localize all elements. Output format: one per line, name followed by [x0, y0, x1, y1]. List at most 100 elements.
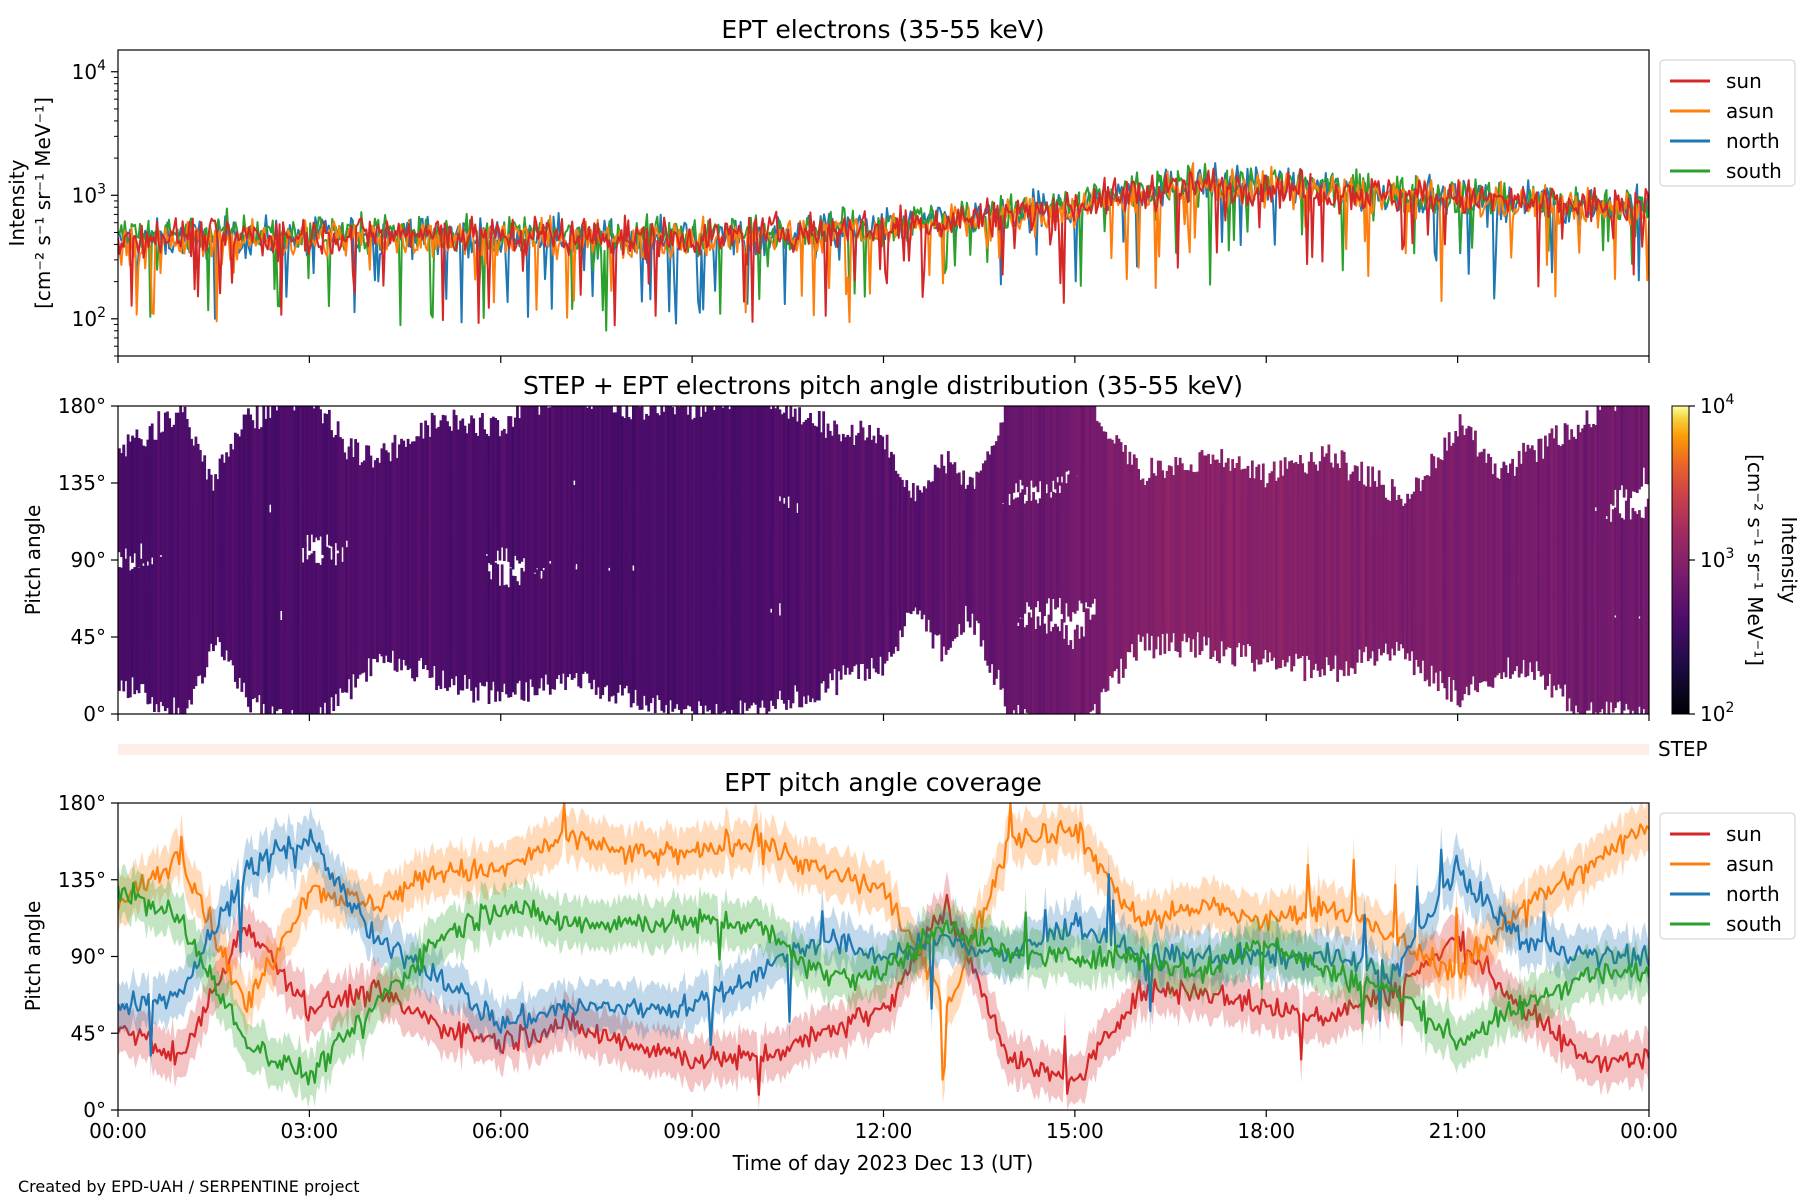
pad-cell: [940, 539, 944, 662]
pad-cell: [559, 406, 563, 490]
pad-cell: [1327, 526, 1331, 626]
pad-cell: [708, 479, 712, 573]
pad-cell: [1506, 482, 1510, 575]
pad-cell: [253, 428, 257, 511]
pad-cell: [634, 406, 637, 521]
pad-cell: [422, 572, 425, 670]
pad-cell: [1200, 450, 1204, 568]
pad-cell: [461, 418, 465, 531]
pad-cell: [1622, 533, 1626, 621]
pad-cell: [1364, 545, 1368, 628]
pad-cell: [820, 432, 823, 518]
pad-cell: [553, 406, 557, 510]
pad-cell: [1075, 509, 1079, 611]
pad-cell: [1242, 514, 1245, 596]
pad-cell: [437, 489, 441, 595]
pad-cell: [155, 548, 158, 654]
pad-cell: [257, 524, 261, 648]
pad-cell: [120, 567, 123, 654]
pad-cell: [599, 567, 602, 656]
pad-cell: [680, 467, 683, 585]
pad-cell: [439, 497, 443, 585]
pad-cell: [647, 415, 651, 499]
x-tick-label: 18:00: [1237, 1119, 1295, 1143]
pad-cell: [1537, 557, 1541, 648]
pad-cell: [553, 465, 557, 581]
pad-cell: [415, 436, 419, 535]
pad-cell: [321, 605, 325, 714]
pad-cell: [610, 406, 613, 506]
pad-cell: [120, 453, 123, 534]
pad-cell: [1025, 625, 1029, 713]
pad-cell: [806, 588, 810, 696]
pad-cell: [815, 510, 819, 639]
coverage-x-ticks: 00:00 03:00 06:00 09:00 12:00 15:00 18:00 21:00…: [89, 1110, 1678, 1143]
pad-cell: [1456, 436, 1460, 513]
pad-cell: [310, 635, 314, 714]
pad-cell: [809, 579, 812, 703]
pad-cell: [1095, 502, 1099, 618]
pad-cell: [684, 612, 688, 709]
pad-cell: [1594, 425, 1598, 508]
pad-cell: [802, 590, 806, 697]
pad-cell: [1509, 556, 1512, 679]
pad-cell: [798, 507, 801, 614]
pad-cell: [1452, 442, 1455, 520]
pad-cell: [579, 406, 583, 489]
pad-cell: [288, 484, 292, 573]
pad-cell: [966, 492, 970, 581]
pad-cell: [701, 406, 705, 503]
y-tick-label: 135°: [58, 868, 106, 892]
pad-cell: [1434, 513, 1438, 618]
pad-cell: [828, 592, 832, 674]
pad-cell: [607, 406, 611, 512]
pad-cell: [1480, 583, 1484, 683]
pad-cell: [312, 550, 316, 670]
pad-cell: [417, 519, 421, 606]
pad-cell: [531, 406, 535, 518]
pad-cell: [1209, 464, 1213, 558]
pad-cell: [1272, 490, 1276, 604]
pad-cell: [1544, 537, 1547, 660]
pad-cell: [502, 458, 506, 561]
pad-cell: [960, 484, 963, 582]
pad-cell: [271, 406, 274, 517]
pad-cell: [1205, 515, 1208, 635]
pad-cell: [542, 570, 546, 664]
pad-cell: [1071, 406, 1075, 495]
pad-cell: [1014, 497, 1018, 623]
pad-cell: [769, 473, 773, 603]
pad-cell: [1528, 559, 1532, 655]
pad-cell: [745, 406, 749, 492]
pad-cell: [715, 621, 718, 704]
pad-cell: [704, 483, 707, 568]
pad-cell: [767, 406, 771, 499]
pad-cell: [1305, 523, 1309, 607]
pad-cell: [1060, 406, 1064, 477]
pad-cell: [771, 605, 775, 706]
pad-cell: [1522, 496, 1525, 590]
x-tick-label: 15:00: [1046, 1119, 1104, 1143]
pad-cell: [1449, 445, 1453, 525]
pad-cell: [1592, 424, 1595, 513]
pad-cell: [437, 571, 441, 686]
pad-cell: [1285, 500, 1289, 608]
pad-cell: [279, 406, 283, 519]
pad-cell: [192, 497, 196, 598]
pad-cell: [839, 512, 843, 642]
pad-cell: [1176, 465, 1180, 566]
pad-cell: [995, 494, 998, 610]
pad-cell: [1100, 511, 1103, 609]
pad-cell: [1185, 517, 1189, 629]
pad-cell: [452, 494, 456, 574]
pad-cell: [271, 504, 274, 619]
pad-cell: [949, 466, 952, 589]
legend-box: [1659, 59, 1796, 187]
pad-cell: [1323, 535, 1326, 613]
pad-cell: [426, 508, 430, 598]
pad-cell: [397, 544, 401, 623]
pad-cell: [376, 551, 379, 663]
pad-cell: [1218, 524, 1221, 612]
pad-cell: [594, 549, 598, 674]
pad-cell: [658, 415, 662, 500]
